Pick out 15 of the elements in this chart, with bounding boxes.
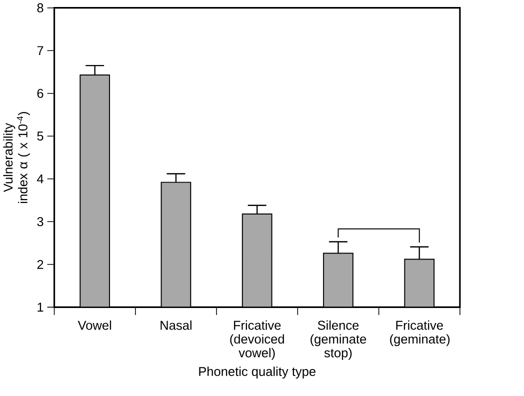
y-tick-label: 3 <box>37 217 44 226</box>
y-tick-label: 8 <box>37 3 44 12</box>
x-tick-label: Fricative (devoiced vowel) <box>230 320 284 360</box>
x-tick-label: Fricative (geminate) <box>390 320 450 346</box>
x-axis-title: Phonetic quality type <box>199 366 316 379</box>
y-tick-label: 2 <box>37 260 44 269</box>
y-tick-label: 5 <box>37 132 44 141</box>
y-tick-label: 4 <box>36 174 44 184</box>
y-tick-label: 6 <box>37 88 44 98</box>
x-tick-label: Silence (geminate stop) <box>310 320 366 360</box>
x-tick-label: Vowel <box>78 320 112 330</box>
y-axis-title: Vulnerability index α ( x 10$^{-4}$) <box>3 112 30 203</box>
x-tick-label: Nasal <box>160 320 192 330</box>
y-tick-label: 7 <box>37 46 44 56</box>
y-tick-label: 1 <box>38 302 44 312</box>
